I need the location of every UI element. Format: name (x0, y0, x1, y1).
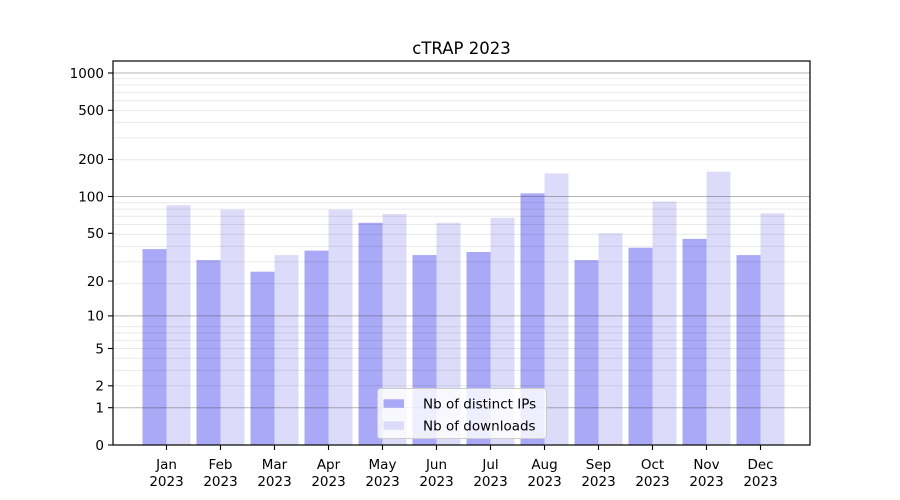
bar-downloads-nov (706, 171, 731, 445)
x-tick-label-month: Feb (209, 457, 233, 473)
x-tick-label-month: Sep (586, 457, 611, 473)
plot-area: 01251020501002005001000Jan2023Feb2023Mar… (70, 60, 811, 490)
y-tick-label: 200 (78, 152, 104, 168)
bar-distinct-ips-dec (736, 255, 761, 445)
x-tick-label-year: 2023 (311, 474, 345, 490)
legend-label: Nb of downloads (423, 418, 536, 434)
y-tick-label: 5 (95, 341, 104, 357)
x-tick-label-month: May (369, 457, 397, 473)
bar-distinct-ips-oct (628, 247, 653, 445)
legend-label: Nb of distinct IPs (423, 396, 536, 412)
x-tick-label-year: 2023 (581, 474, 615, 490)
bar-downloads-dec (760, 213, 785, 445)
x-tick-label-year: 2023 (527, 474, 561, 490)
bar-distinct-ips-sep (574, 260, 599, 445)
bar-distinct-ips-jan (142, 249, 167, 445)
y-tick-label: 1000 (70, 66, 104, 82)
plot-border (112, 60, 811, 446)
x-tick-label-month: Nov (693, 457, 719, 473)
legend-box (377, 388, 547, 439)
y-tick-label: 500 (78, 103, 104, 119)
x-tick-label-year: 2023 (635, 474, 669, 490)
bar-downloads-aug (544, 173, 569, 445)
x-tick-label-month: Dec (747, 457, 773, 473)
x-tick-label-year: 2023 (419, 474, 453, 490)
x-tick-label-year: 2023 (689, 474, 723, 490)
y-tick-label: 100 (78, 189, 104, 205)
x-tick-label-month: Aug (531, 457, 557, 473)
bar-downloads-sep (598, 233, 623, 445)
bar-distinct-ips-nov (682, 238, 707, 445)
x-tick-label-year: 2023 (743, 474, 777, 490)
x-tick-label-month: Jun (425, 457, 447, 473)
bar-distinct-ips-apr (304, 250, 329, 445)
x-tick-label-year: 2023 (149, 474, 183, 490)
bar-distinct-ips-feb (196, 260, 221, 445)
y-tick-label: 10 (87, 309, 104, 325)
x-tick-label-year: 2023 (365, 474, 399, 490)
bar-distinct-ips-mar (250, 271, 275, 445)
legend-swatch-downloads (383, 421, 404, 430)
bar-downloads-apr (328, 209, 353, 445)
bar-downloads-mar (274, 255, 299, 445)
x-tick-label-month: Jul (481, 457, 498, 473)
bar-downloads-oct (652, 201, 677, 445)
chart-title: cTRAP 2023 (412, 39, 510, 58)
x-tick-label-month: Mar (262, 457, 288, 473)
x-tick-label-month: Apr (317, 457, 341, 473)
y-tick-label: 2 (95, 379, 104, 395)
x-tick-label-year: 2023 (203, 474, 237, 490)
x-tick-label-year: 2023 (257, 474, 291, 490)
x-tick-label-month: Oct (641, 457, 664, 473)
legend-swatch-distinct-ips (383, 399, 404, 408)
y-tick-label: 20 (87, 274, 104, 290)
x-tick-label-month: Jan (155, 457, 177, 473)
y-tick-label: 50 (87, 226, 104, 242)
bar-downloads-jan (166, 205, 191, 445)
x-tick-label-year: 2023 (473, 474, 507, 490)
y-tick-label: 1 (95, 401, 104, 417)
bar-downloads-feb (220, 209, 245, 445)
y-tick-label: 0 (95, 438, 104, 454)
